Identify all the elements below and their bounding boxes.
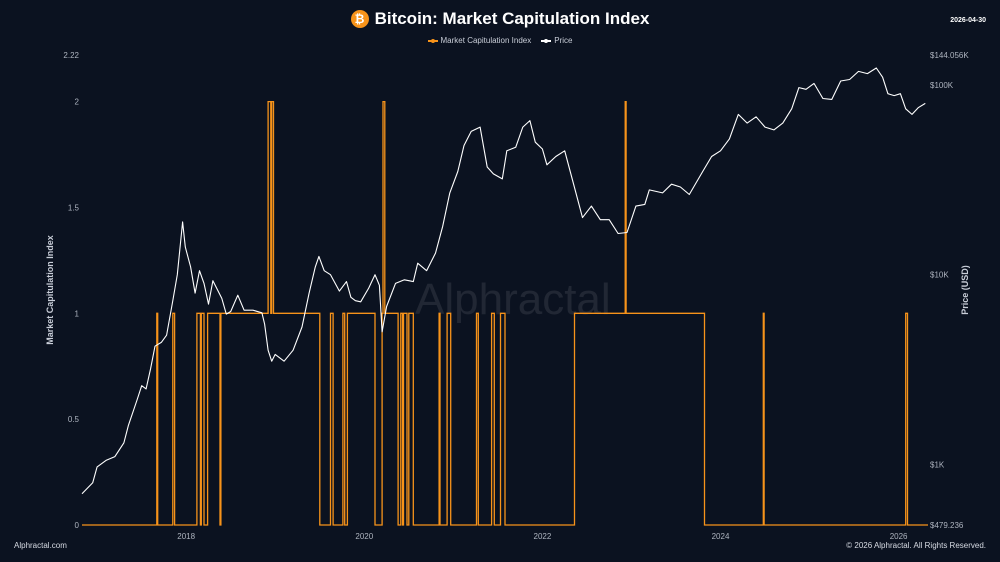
series-line-price bbox=[81, 67, 926, 495]
x-tick-3: 2024 bbox=[712, 532, 730, 541]
series-line-index bbox=[82, 100, 928, 526]
y-tick-right-1: $1K bbox=[930, 460, 945, 469]
legend-swatch-price bbox=[541, 38, 552, 43]
y-tick-left-4: 2 bbox=[75, 98, 80, 107]
y-tick-left-1: 0.5 bbox=[68, 415, 80, 424]
y-tick-right-2: $10K bbox=[930, 271, 949, 280]
legend-swatch-index bbox=[427, 38, 438, 43]
x-tick-0: 2018 bbox=[177, 532, 195, 541]
footer-copyright: © 2026 Alphractal. All Rights Reserved. bbox=[846, 541, 986, 550]
bitcoin-icon: ₿ bbox=[350, 10, 369, 28]
watermark: Alphractal bbox=[415, 275, 611, 324]
y-tick-left-3: 1.5 bbox=[68, 203, 80, 212]
y-tick-left-5: 2.22 bbox=[63, 51, 79, 60]
legend-item-index[interactable]: Market Capitulation Index bbox=[427, 36, 532, 45]
chart-legend: Market Capitulation Index Price bbox=[0, 36, 1000, 45]
chart-title: Bitcoin: Market Capitulation Index bbox=[374, 9, 650, 28]
legend-item-price[interactable]: Price bbox=[541, 36, 572, 45]
x-tick-2: 2022 bbox=[534, 532, 552, 541]
legend-label-index: Market Capitulation Index bbox=[440, 36, 532, 45]
chart-date: 2026-04-30 bbox=[950, 17, 986, 24]
chart-header: ₿ Bitcoin: Market Capitulation Index bbox=[0, 8, 1000, 30]
y-tick-left-0: 0 bbox=[75, 521, 80, 530]
y-tick-right-4: $144.056K bbox=[930, 51, 969, 60]
x-tick-1: 2020 bbox=[355, 532, 373, 541]
x-tick-4: 2026 bbox=[890, 532, 908, 541]
legend-label-price: Price bbox=[554, 36, 573, 45]
y-tick-left-2: 1 bbox=[75, 309, 80, 318]
y-tick-right-3: $100K bbox=[930, 81, 954, 90]
y-tick-right-0: $479.236 bbox=[930, 521, 964, 530]
footer-site-link[interactable]: Alphractal.com bbox=[14, 541, 67, 550]
